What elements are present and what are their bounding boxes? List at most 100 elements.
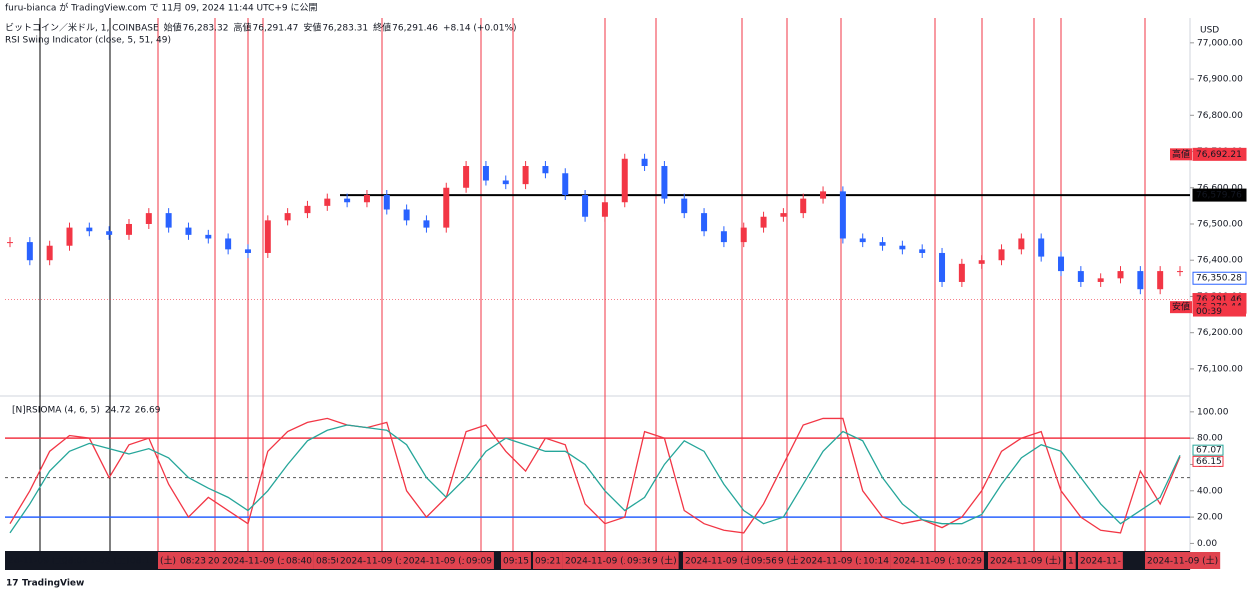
candle-body — [1058, 256, 1065, 272]
candle-body — [701, 213, 708, 232]
time-label-box — [776, 552, 805, 569]
candle-body — [720, 231, 727, 243]
currency: USD — [1200, 26, 1219, 36]
candle-body — [820, 191, 827, 199]
indicator-label: RSI Swing Indicator (close, 5, 51, 49) — [5, 36, 171, 46]
time-label: 08:04 — [62, 557, 88, 567]
y-tick-label: 20.00 — [1197, 513, 1223, 523]
y-tick-label: 80.00 — [1197, 434, 1223, 444]
candle-body — [344, 198, 351, 203]
time-label-box — [1145, 552, 1221, 569]
time-label: 10:29 — [956, 557, 982, 567]
time-label: 09:15 — [503, 557, 529, 567]
candle-body — [1018, 238, 1025, 250]
candle-body — [1097, 278, 1104, 282]
price-label: 76,692.21 — [1196, 150, 1242, 160]
candle-body — [859, 238, 866, 243]
time-label-box — [625, 552, 655, 569]
price-tag-box — [1170, 301, 1192, 314]
y-tick-label: 76,500.00 — [1197, 219, 1243, 229]
candle-body — [800, 198, 807, 214]
candle-body — [106, 231, 113, 235]
candle-body — [661, 166, 668, 199]
candle-body — [760, 216, 767, 228]
candle-body — [998, 249, 1005, 261]
time-label: 2024-11- — [1080, 557, 1121, 567]
legend-text: +8.14 (+0.01%) — [443, 24, 517, 34]
time-label-box — [861, 552, 891, 569]
candle-body — [1137, 271, 1144, 290]
time-label-box — [891, 552, 967, 569]
y-tick-label: 76,800.00 — [1197, 111, 1243, 121]
time-label: 9 (土) — [652, 555, 677, 567]
time-label: (土) — [160, 555, 176, 567]
candle-body — [958, 263, 965, 282]
candle-body — [264, 220, 271, 253]
legend-text: ビットコイン／米ドル, 1, COINBASE — [5, 22, 159, 34]
time-label-box — [501, 552, 531, 569]
candle-body — [740, 227, 747, 243]
value-marker-box — [1192, 444, 1224, 456]
time-label: 2024-11-09 (土) — [222, 555, 293, 567]
legend-text: 76,283.31 — [322, 24, 368, 34]
price-label-box — [1192, 147, 1247, 161]
time-label: 08:50 — [316, 557, 342, 567]
candle-body — [125, 223, 132, 235]
indicator-title: [N]RSIOMA (4, 6, 5) — [12, 406, 100, 416]
candle-body — [403, 209, 410, 221]
candle-body — [582, 195, 589, 217]
time-label: 2024-11-09 (土) — [800, 555, 871, 567]
time-label: 08:15 — [130, 557, 156, 567]
time-label: 2024-11-09 (土) — [990, 555, 1061, 567]
time-label-box — [798, 552, 874, 569]
candle-body — [225, 238, 232, 250]
candle-body — [46, 245, 53, 261]
time-label: 2024-11-09 (土) — [685, 555, 756, 567]
time-label-box — [401, 552, 477, 569]
countdown-box — [1193, 305, 1246, 317]
candle-body — [780, 213, 787, 217]
y-tick-label: 76,400.00 — [1197, 256, 1243, 266]
countdown: 00:39 — [1196, 307, 1222, 317]
candle-body — [879, 242, 886, 246]
legend-text: 76,291.46 — [392, 24, 438, 34]
candle-body — [443, 187, 450, 228]
y-tick-label: 77,000.00 — [1197, 38, 1243, 48]
candle-body — [899, 245, 906, 250]
time-label-box — [1066, 552, 1076, 569]
price-tag: 高値 — [1172, 148, 1190, 160]
y-tick-label: 0.00 — [1197, 539, 1217, 549]
y-tick-label: 76,200.00 — [1197, 328, 1243, 338]
time-label-box — [314, 552, 344, 569]
candle-body — [383, 195, 390, 210]
time-label-box — [338, 552, 414, 569]
price-label: 76,291.46 — [1196, 295, 1242, 305]
legend-text: 76,291.47 — [253, 24, 299, 34]
time-label: 08:23 — [180, 557, 206, 567]
candle-body — [185, 227, 192, 235]
time-label-box — [954, 552, 984, 569]
candle-body — [284, 213, 291, 221]
time-label: 1 — [1068, 557, 1074, 567]
time-label-box — [988, 552, 1064, 569]
value-marker: 67.07 — [1196, 446, 1222, 456]
time-label: 09:36 — [627, 557, 653, 567]
candle-body — [86, 227, 93, 232]
candle-body — [1077, 271, 1084, 282]
candle-body — [205, 234, 212, 239]
y-tick-label: 40.00 — [1197, 486, 1223, 496]
time-label: 24-11-09 (土) — [8, 555, 68, 567]
indicator-reading: 26.69 — [135, 406, 161, 416]
time-label: 1-09 (土) — [90, 555, 129, 567]
candle-body — [562, 173, 569, 195]
time-label: 10:14 — [863, 557, 889, 567]
time-label-box — [683, 552, 759, 569]
candle-body — [1157, 271, 1164, 290]
candle-body — [482, 166, 489, 181]
candle-body — [681, 198, 688, 214]
candle-body — [463, 166, 470, 188]
candle-body — [26, 242, 33, 261]
value-marker-box — [1192, 455, 1224, 467]
candle-body — [423, 220, 430, 228]
y-tick-label: 100.00 — [1197, 407, 1229, 417]
